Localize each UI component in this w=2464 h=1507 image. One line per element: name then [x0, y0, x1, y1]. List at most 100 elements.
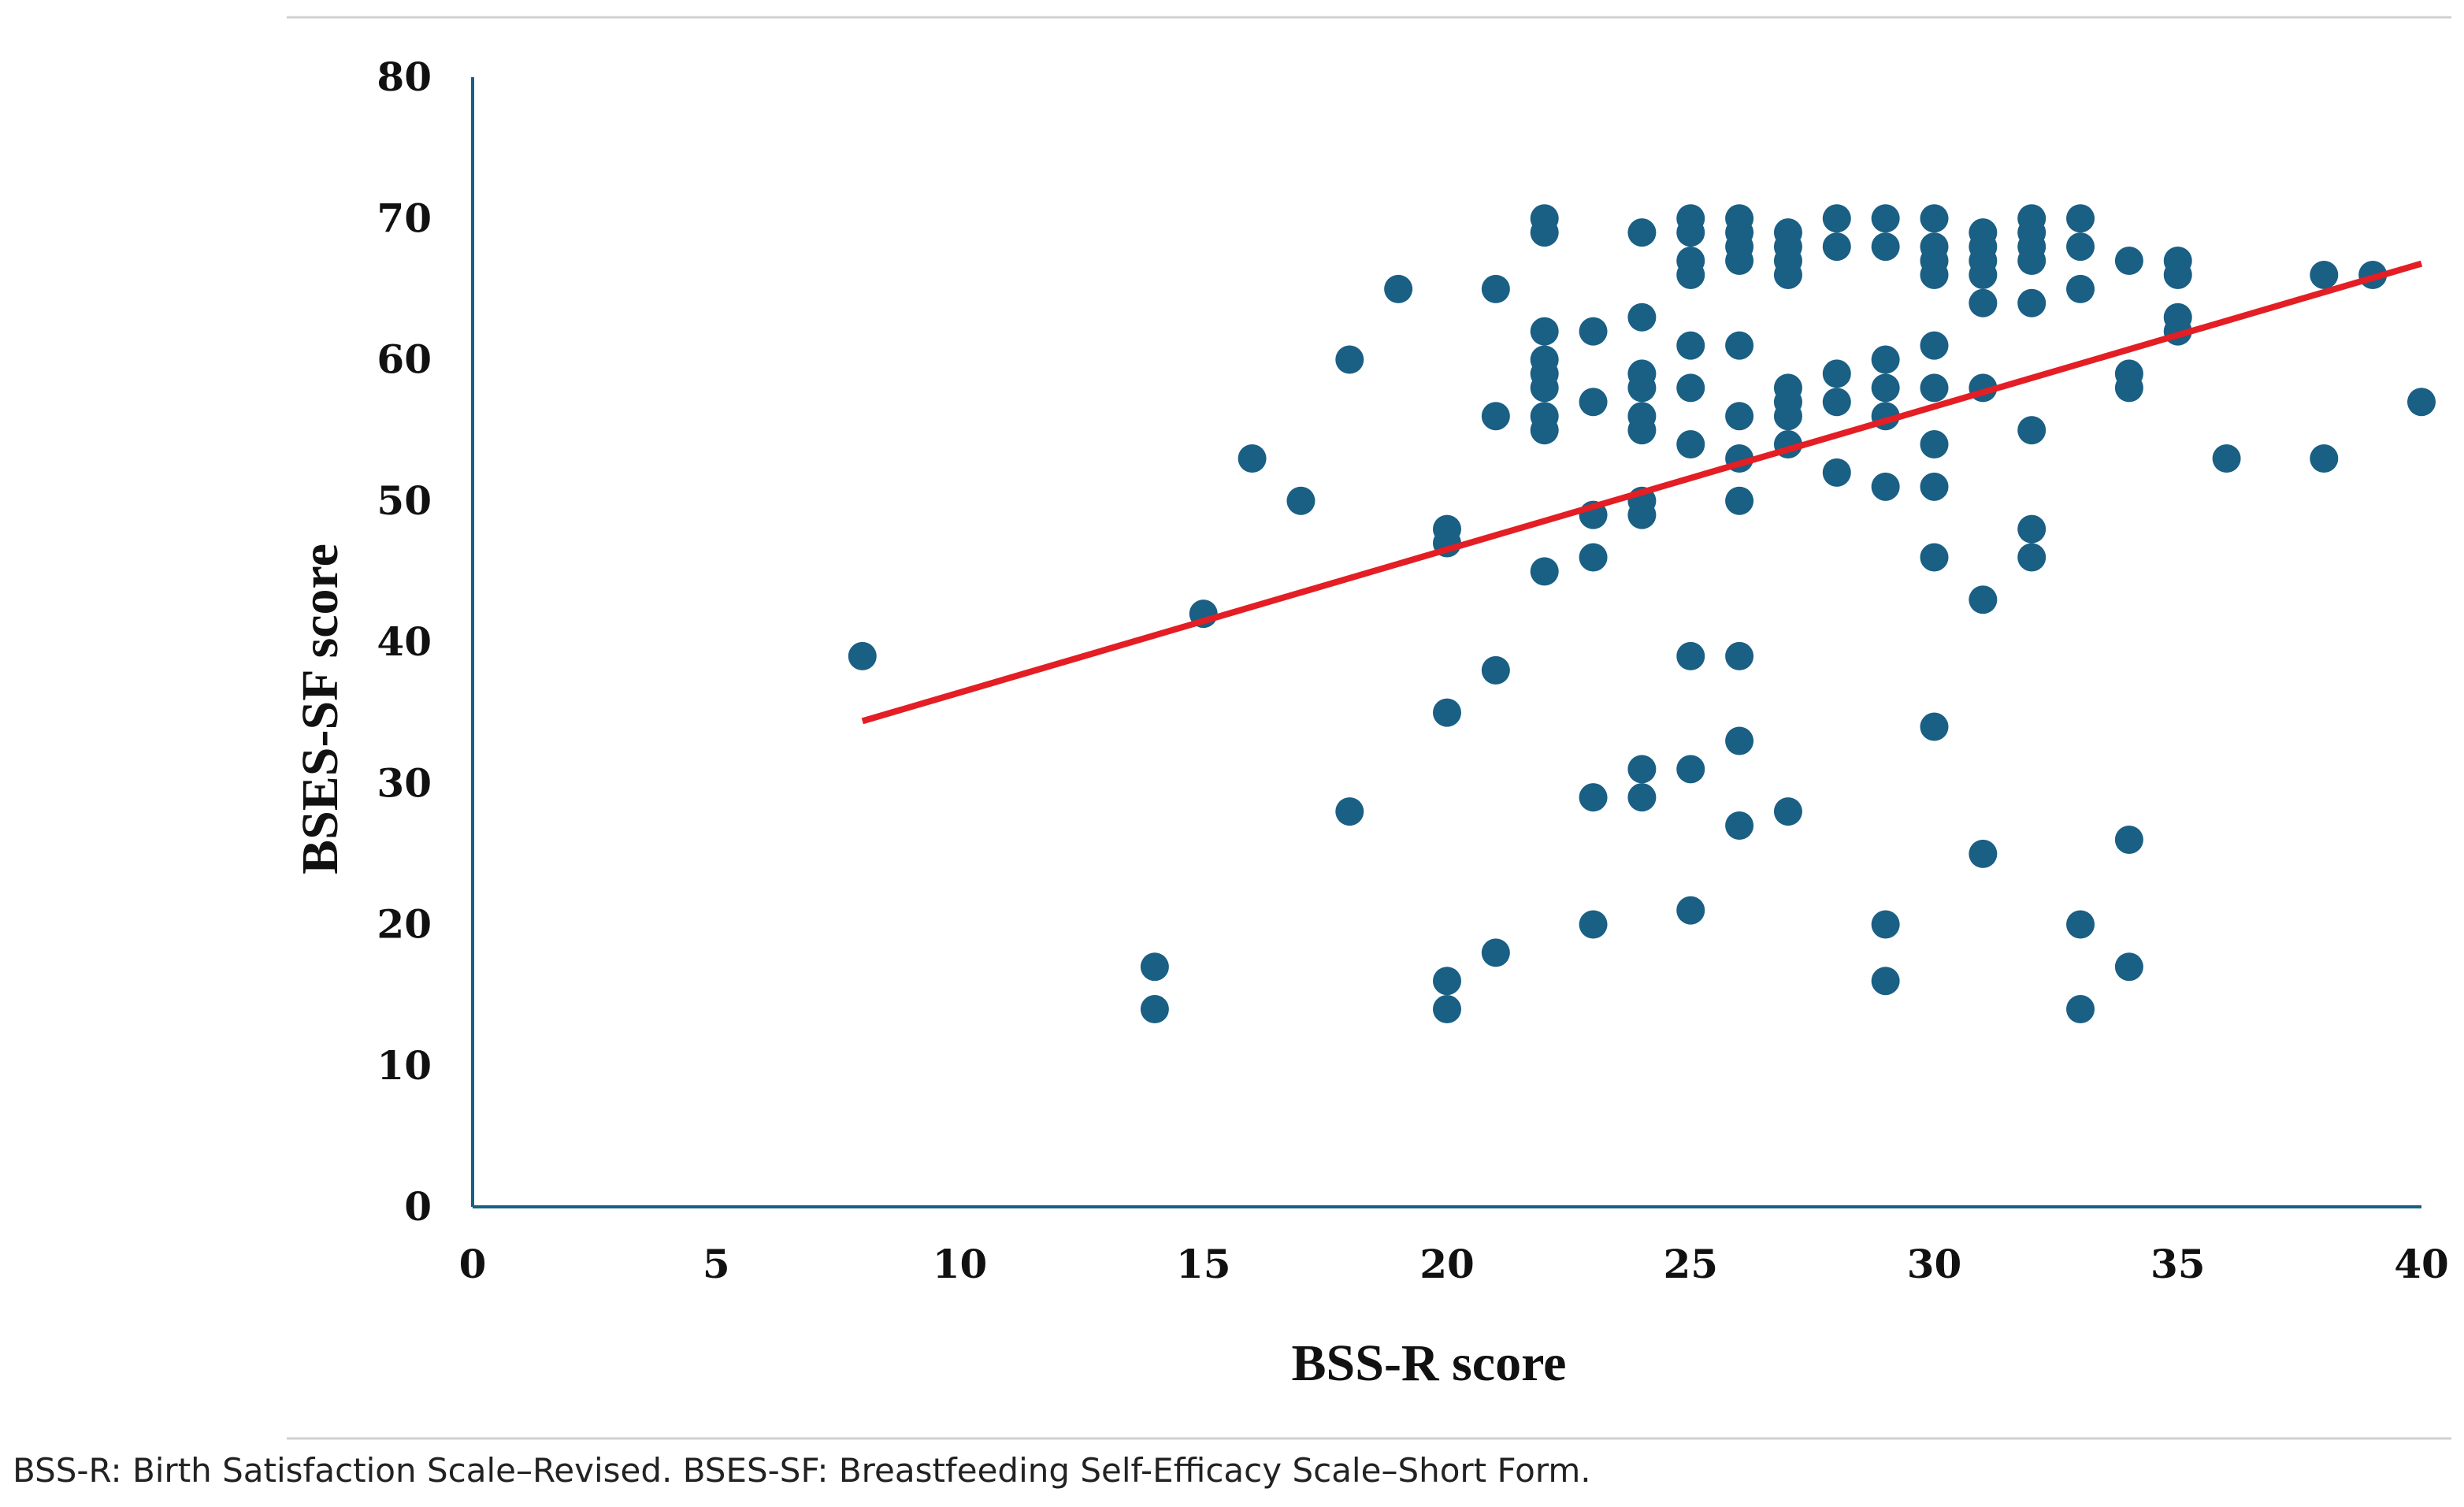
- data-point: [1676, 218, 1705, 247]
- data-point: [1822, 232, 1851, 262]
- data-point: [1579, 388, 1608, 417]
- data-point: [1579, 910, 1608, 939]
- data-point: [1481, 655, 1510, 685]
- data-point: [1676, 260, 1705, 289]
- x-tick-label: 40: [2394, 1241, 2449, 1287]
- data-point: [1920, 331, 1949, 360]
- data-point: [1725, 331, 1754, 360]
- data-point: [1627, 416, 1657, 445]
- data-point: [1530, 317, 1559, 346]
- trendline: [861, 260, 2423, 725]
- data-point: [1725, 402, 1754, 431]
- data-point: [2114, 825, 2143, 854]
- data-point: [1530, 557, 1559, 586]
- data-point: [1238, 444, 1267, 473]
- data-point: [1627, 755, 1657, 784]
- data-point: [1773, 260, 1802, 289]
- data-point: [1969, 585, 1998, 614]
- y-axis-title: BSES-SF score: [291, 544, 349, 874]
- data-point: [1920, 260, 1949, 289]
- data-point: [2017, 247, 2047, 276]
- data-point: [1579, 317, 1608, 346]
- data-point: [2066, 274, 2095, 303]
- data-point: [1725, 811, 1754, 841]
- y-tick-label: 40: [377, 618, 432, 665]
- x-tick-label: 20: [1419, 1241, 1475, 1287]
- data-point: [1627, 218, 1657, 247]
- data-point: [2066, 232, 2095, 262]
- data-point: [1920, 430, 1949, 459]
- data-point: [1286, 486, 1315, 515]
- data-point: [1676, 430, 1705, 459]
- data-point: [1627, 373, 1657, 403]
- data-point: [1969, 260, 1998, 289]
- data-point: [1920, 472, 1949, 501]
- data-point: [1920, 204, 1949, 233]
- data-point: [1384, 274, 1413, 303]
- data-point: [1676, 755, 1705, 784]
- y-tick-label: 70: [377, 195, 432, 241]
- data-point: [1481, 274, 1510, 303]
- y-tick-labels: 0 10 20 30 40 50 60 70 80: [377, 54, 432, 1230]
- data-point: [1579, 783, 1608, 812]
- x-tick-label: 0: [459, 1241, 487, 1287]
- data-point: [1433, 995, 1461, 1024]
- data-point: [1920, 373, 1949, 403]
- data-point: [2017, 514, 2047, 544]
- data-point: [1871, 232, 1900, 262]
- data-point: [2066, 995, 2095, 1024]
- data-point: [2066, 910, 2095, 939]
- data-point: [1725, 486, 1754, 515]
- data-points: [848, 204, 2436, 1024]
- data-point: [1725, 641, 1754, 670]
- data-point: [2114, 952, 2143, 982]
- data-point: [1627, 783, 1657, 812]
- data-point: [2310, 260, 2339, 289]
- x-axis-title: BSS-R score: [1292, 1334, 1567, 1392]
- data-point: [2017, 543, 2047, 572]
- data-point: [2017, 416, 2047, 445]
- x-tick-label: 5: [703, 1241, 730, 1287]
- data-point: [1481, 402, 1510, 431]
- data-point: [1140, 995, 1169, 1024]
- data-point: [1530, 218, 1559, 247]
- data-point: [1140, 952, 1169, 982]
- data-point: [1822, 204, 1851, 233]
- data-point: [1627, 500, 1657, 529]
- y-tick-label: 10: [377, 1042, 432, 1089]
- y-tick-label: 0: [404, 1183, 432, 1230]
- x-tick-label: 35: [2150, 1241, 2206, 1287]
- data-point: [2163, 260, 2192, 289]
- data-point: [1676, 641, 1705, 670]
- data-point: [1920, 543, 1949, 572]
- data-point: [1822, 458, 1851, 487]
- data-point: [1871, 373, 1900, 403]
- data-point: [1433, 698, 1461, 727]
- data-point: [1871, 345, 1900, 374]
- data-point: [1676, 373, 1705, 403]
- data-point: [1725, 726, 1754, 755]
- data-point: [1676, 896, 1705, 925]
- data-point: [1335, 345, 1364, 374]
- data-point: [1871, 472, 1900, 501]
- y-tick-label: 20: [377, 901, 432, 948]
- data-point: [1773, 797, 1802, 826]
- data-point: [1627, 303, 1657, 332]
- data-point: [2310, 444, 2339, 473]
- data-point: [2212, 444, 2241, 473]
- data-point: [848, 641, 877, 670]
- trendline-group: [861, 260, 2423, 725]
- data-point: [1481, 938, 1510, 967]
- data-point: [1822, 388, 1851, 417]
- data-point: [1773, 402, 1802, 431]
- data-point: [2114, 247, 2143, 276]
- data-point: [1822, 359, 1851, 388]
- x-tick-label: 25: [1663, 1241, 1718, 1287]
- data-point: [1920, 712, 1949, 741]
- y-tick-label: 30: [377, 759, 432, 806]
- data-point: [1871, 910, 1900, 939]
- x-tick-labels: 0 5 10 15 20 25 30 35 40: [459, 1241, 2449, 1287]
- data-point: [1725, 247, 1754, 276]
- data-point: [1335, 797, 1364, 826]
